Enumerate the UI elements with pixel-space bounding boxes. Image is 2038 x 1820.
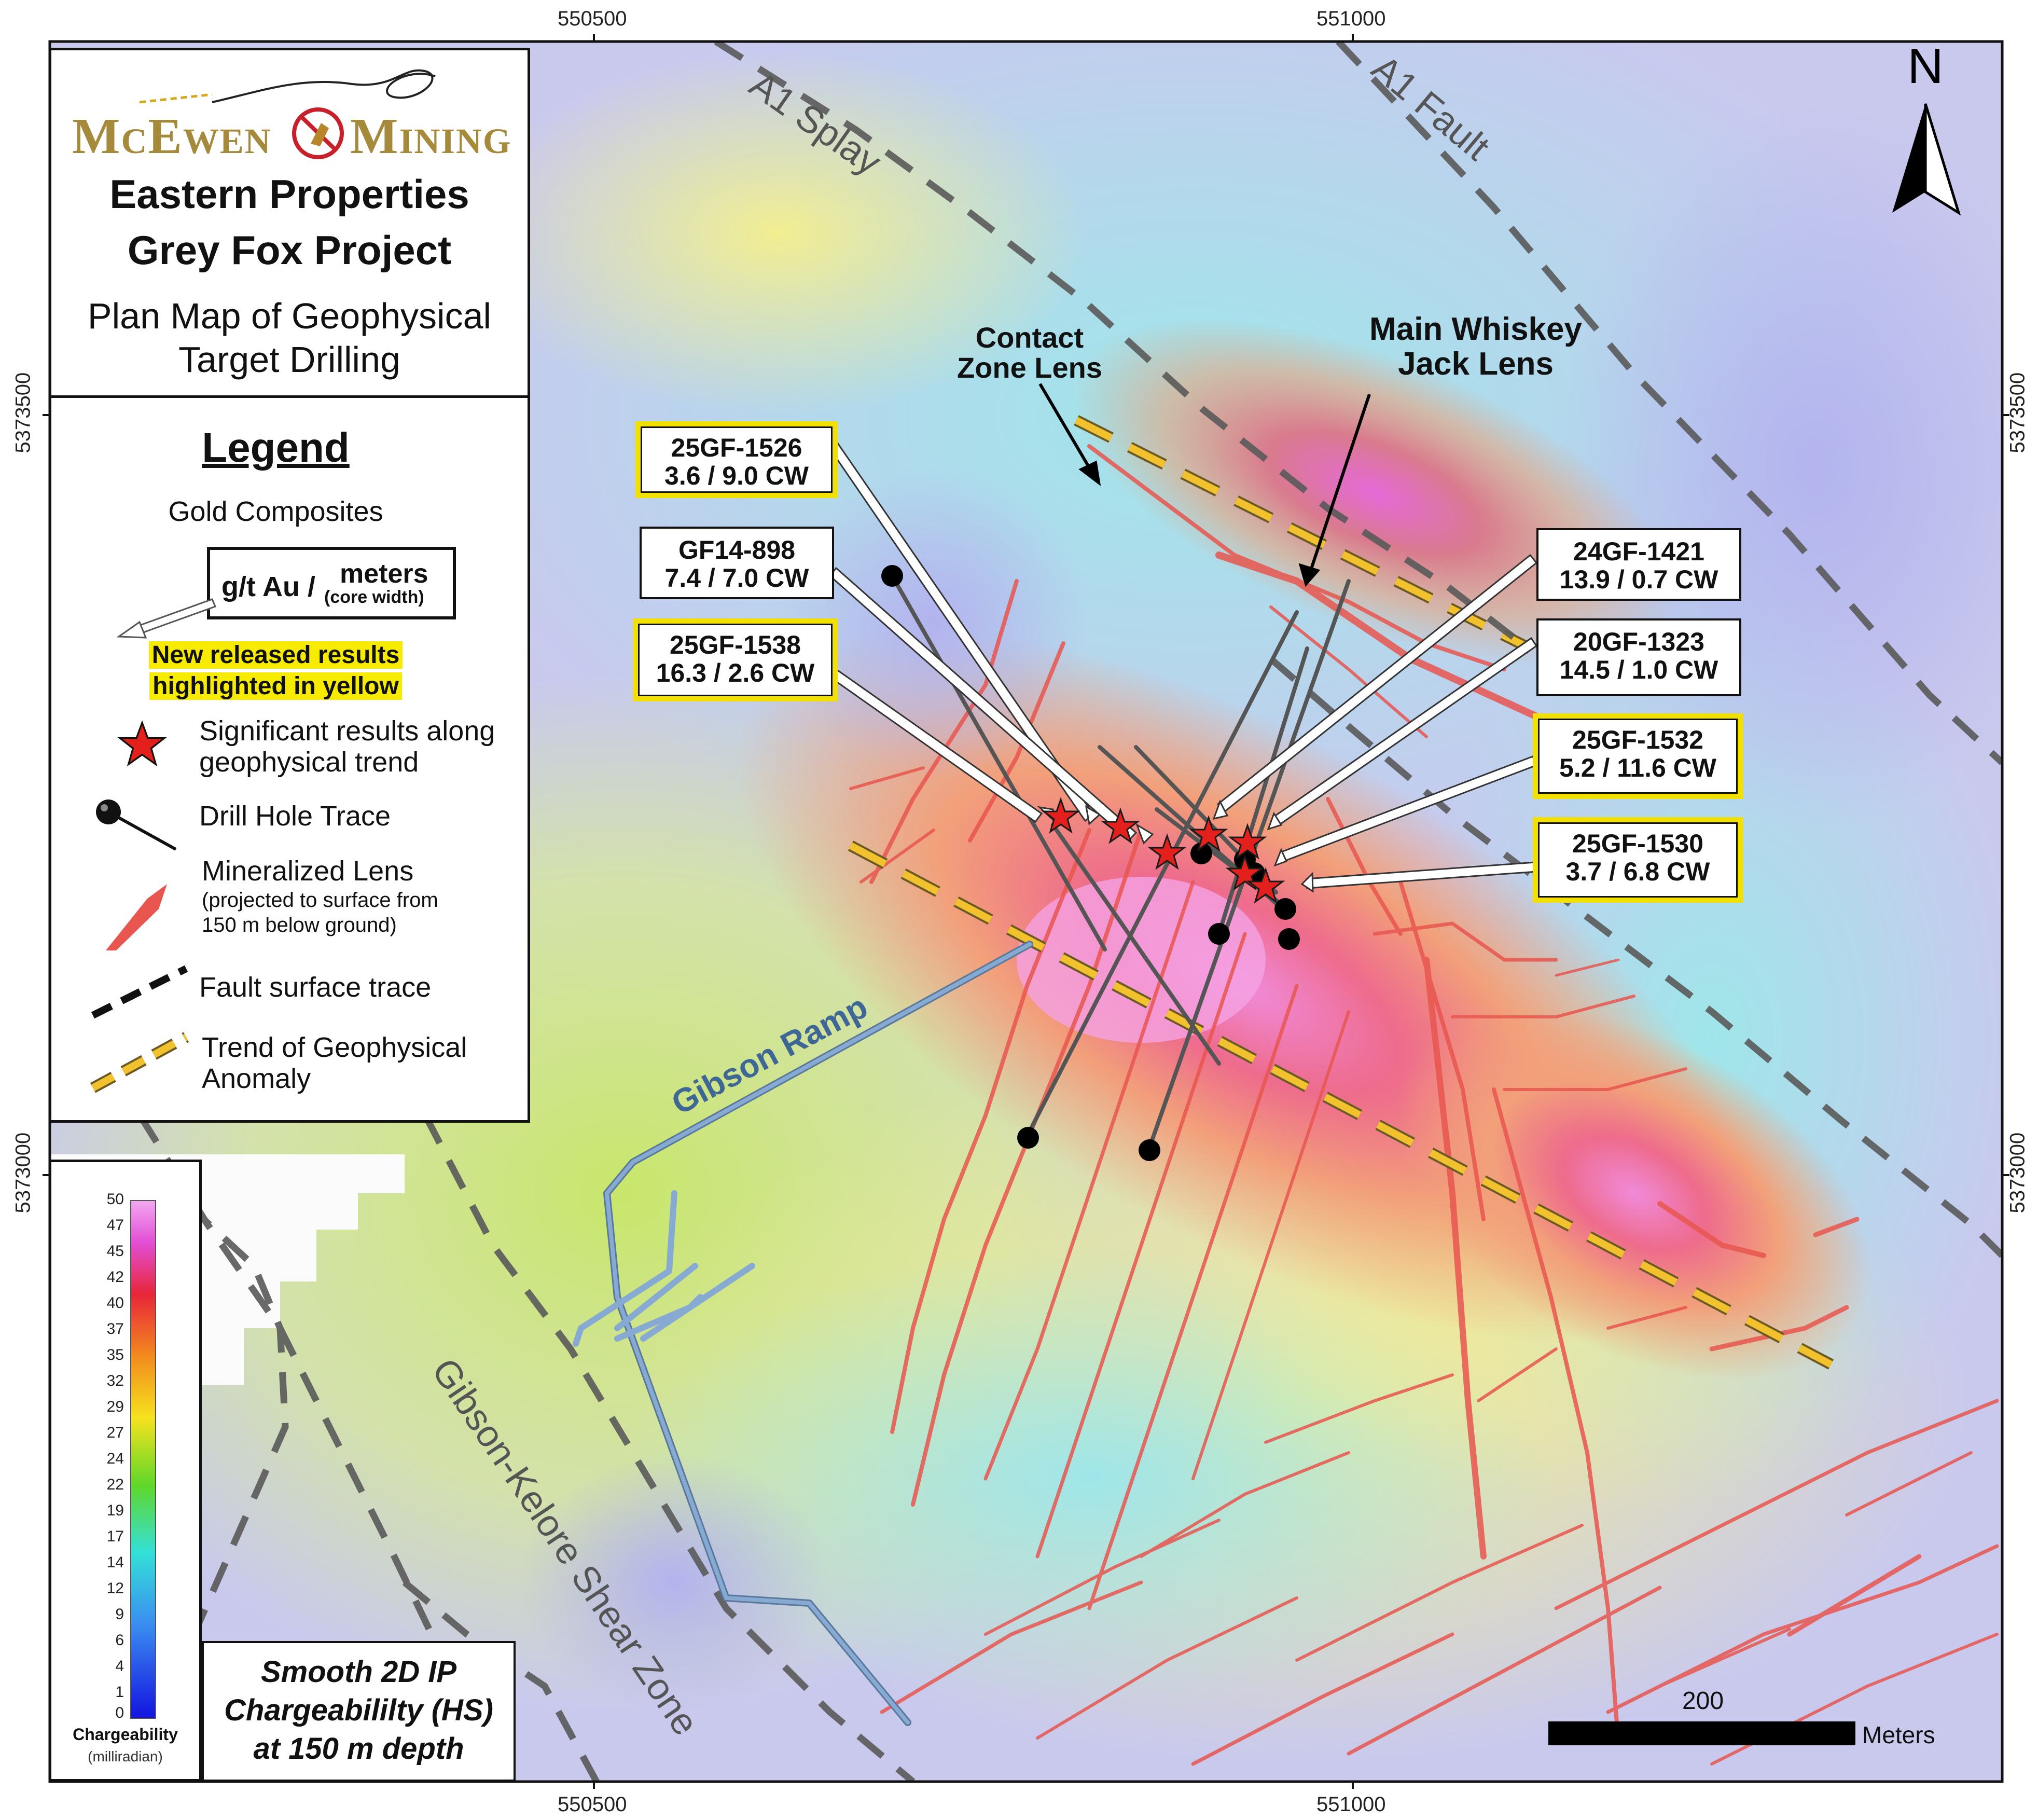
callout-value: 16.3 / 2.6 CW: [656, 658, 815, 687]
scale-value: 200: [1682, 1687, 1724, 1715]
callout-id: 25GF-1526: [671, 433, 802, 462]
callout-value: 3.6 / 9.0 CW: [664, 461, 809, 490]
map-description: Plan Map of Geophysical: [87, 296, 492, 336]
colorbar-unit: (milliradian): [88, 1748, 163, 1764]
caption-panel: Smooth 2D IP Chargeabililty (HS) at 150 …: [202, 1641, 516, 1782]
fault-traces: [131, 42, 2002, 1782]
mineralized-lenses: [849, 444, 1999, 1766]
contact-zone-label: Contact: [976, 321, 1084, 354]
callout-arrows: [828, 439, 1538, 893]
caption-line: Smooth 2D IP: [260, 1655, 457, 1689]
main-whiskey-label: Jack Lens: [1398, 346, 1554, 382]
north-arrow-icon: [1892, 103, 1961, 216]
star-marker: [1147, 833, 1187, 870]
legend-units-right-sub: (core width): [324, 587, 424, 607]
callout-gf14-898: GF14-898 7.4 / 7.0 CW: [640, 527, 834, 599]
star-marker: [1189, 815, 1228, 852]
colorbar-ticks: 50 47 45 42 40 37 35 32 29 27 24 22 19 1…: [106, 1191, 124, 1721]
star-marker: [1101, 807, 1140, 844]
gibson-ramp: [573, 941, 1033, 1726]
callout-24gf-1421: 24GF-1421 13.9 / 0.7 CW: [1536, 528, 1741, 601]
main-whiskey-label: Main Whiskey: [1369, 311, 1583, 347]
legend-panel: Legend Gold Composites g/t Au / meters (…: [49, 395, 530, 1123]
legend-fault-icon: [91, 965, 188, 1019]
legend-anomaly-label: Trend of Geophysical Anomaly: [202, 1032, 467, 1094]
callout-id: 25GF-1538: [670, 630, 801, 659]
callout-25gf-1538: 25GF-1538 16.3 / 2.6 CW: [633, 618, 838, 701]
coord-left-lower: 5373000: [11, 1132, 35, 1214]
colorbar-title: Chargeability: [73, 1725, 178, 1744]
legend-gold-composites: Gold Composites: [168, 496, 383, 527]
coord-bottom-left: 550500: [558, 1793, 627, 1816]
callout-25gf-1532: 25GF-1532 5.2 / 11.6 CW: [1533, 713, 1743, 799]
legend-highlight-note: New released results highlighted in yell…: [51, 640, 500, 702]
callout-value: 5.2 / 11.6 CW: [1559, 753, 1716, 782]
anomaly-trend-lines: [848, 415, 1834, 1370]
colorbar-gradient: [130, 1200, 156, 1719]
callout-25gf-1530: 25GF-1530 3.7 / 6.8 CW: [1533, 817, 1743, 903]
legend-fault-label: Fault surface trace: [199, 972, 432, 1003]
callout-value: 14.5 / 1.0 CW: [1559, 655, 1718, 684]
map-description: Target Drilling: [178, 339, 400, 380]
callout-id: 20GF-1323: [1573, 627, 1704, 656]
scale-unit: Meters: [1862, 1721, 1935, 1748]
coord-top-left: 550500: [558, 7, 627, 30]
coordinate-ticks: [43, 34, 2009, 1789]
star-marker: [1228, 823, 1267, 860]
scale-bar: [1548, 1721, 1855, 1745]
star-marker: [1041, 797, 1080, 834]
legend-drill-icon: [96, 799, 177, 851]
lens-pointer-arrows: [1038, 383, 1371, 587]
legend-highlight-line2: highlighted in yellow: [149, 672, 402, 700]
callout-value: 13.9 / 0.7 CW: [1559, 565, 1718, 594]
callout-id: GF14-898: [678, 535, 796, 564]
company-logo: McEwen Mining: [72, 69, 512, 164]
legend-heading: Legend: [202, 424, 350, 471]
legend-units-right: meters: [340, 559, 428, 589]
coord-right-upper: 5373500: [2006, 372, 2029, 453]
coord-bottom-right: 551000: [1316, 1793, 1386, 1816]
legend-drill-label: Drill Hole Trace: [199, 801, 391, 832]
coord-top-right: 551000: [1316, 7, 1386, 30]
callout-25gf-1526: 25GF-1526 3.6 / 9.0 CW: [635, 421, 838, 498]
significant-result-stars: [1041, 797, 1285, 904]
title-panel: McEwen Mining Eastern Properties Grey Fo…: [49, 48, 530, 398]
logo-text-left: McEwen: [72, 108, 272, 164]
contact-zone-label: Zone Lens: [957, 351, 1102, 384]
legend-units-box: g/t Au / meters (core width): [207, 547, 456, 619]
coord-right-lower: 5373000: [2006, 1132, 2029, 1214]
legend-anomaly-icon: [90, 1032, 189, 1093]
project-subtitle: Grey Fox Project: [127, 227, 452, 273]
drill-collars: [881, 565, 1300, 1161]
star-marker: [1246, 867, 1285, 904]
legend-highlight-line1: New released results: [148, 641, 403, 669]
north-label: N: [1907, 38, 1943, 94]
caption-line: Chargeabililty (HS): [224, 1693, 493, 1727]
colorbar-panel: 50 47 45 42 40 37 35 32 29 27 24 22 19 1…: [49, 1160, 202, 1782]
callout-id: 25GF-1532: [1572, 725, 1703, 754]
legend-lens-icon: [106, 884, 167, 950]
callout-id: 25GF-1530: [1572, 829, 1703, 858]
caption-line: at 150 m depth: [253, 1732, 464, 1766]
legend-star-icon: [117, 720, 167, 767]
callout-value: 7.4 / 7.0 CW: [664, 563, 809, 592]
legend-star-label: Significant results along geophysical tr…: [199, 715, 495, 778]
legend-units-left: g/t Au /: [221, 571, 315, 602]
callout-20gf-1323: 20GF-1323 14.5 / 1.0 CW: [1536, 618, 1741, 696]
star-marker: [1225, 854, 1265, 891]
callout-id: 24GF-1421: [1573, 537, 1704, 566]
legend-lens-label: Mineralized Lens (projected to surface f…: [202, 856, 438, 936]
coord-left-upper: 5373500: [11, 372, 35, 453]
legend-arrow-icon: [116, 598, 217, 639]
project-title: Eastern Properties: [109, 171, 469, 217]
callout-value: 3.7 / 6.8 CW: [1565, 857, 1710, 886]
logo-text-right: Mining: [350, 108, 512, 164]
